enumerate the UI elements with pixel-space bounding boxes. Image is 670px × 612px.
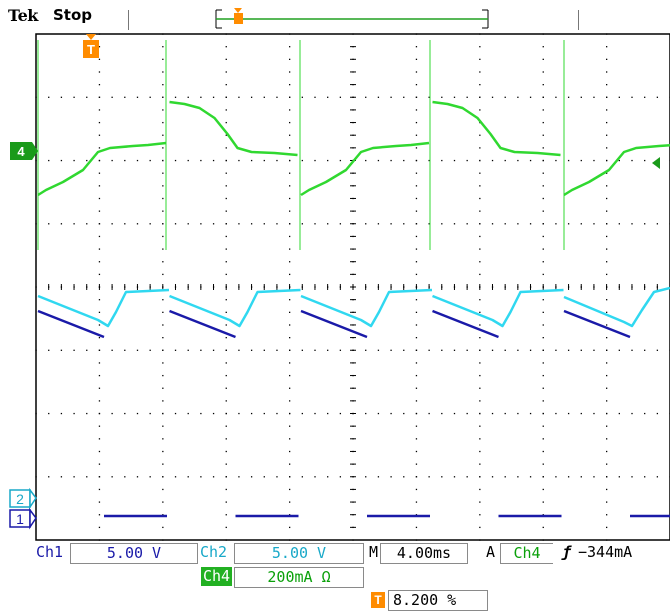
waveform-traces xyxy=(37,40,670,518)
ch1-scale[interactable]: 5.00 V xyxy=(70,543,198,564)
trigger-position-icon: T xyxy=(371,592,385,608)
svg-text:1: 1 xyxy=(16,511,24,527)
divider xyxy=(128,10,129,30)
ch1-trace xyxy=(37,309,670,518)
ch4-label: Ch4 xyxy=(201,567,233,586)
svg-text:4: 4 xyxy=(17,144,25,159)
trigger-position-marker: T xyxy=(83,34,99,58)
trigger-level[interactable]: −344mA xyxy=(578,543,633,561)
ch1-ground-marker: 1 xyxy=(9,507,37,530)
trigger-slope-icon: ƒ xyxy=(562,543,572,561)
svg-text:T: T xyxy=(87,42,95,57)
timebase-label: M xyxy=(369,543,379,561)
ch4-trace xyxy=(37,100,670,197)
trigger-position-value[interactable]: 8.200 % xyxy=(388,590,488,611)
ch2-scale[interactable]: 5.00 V xyxy=(234,543,364,564)
ch4-scale[interactable]: 200mA Ω xyxy=(234,567,364,588)
svg-text:2: 2 xyxy=(16,491,24,507)
ch4-ground-marker: 4 xyxy=(10,142,38,160)
divider xyxy=(578,10,579,30)
ch2-ground-marker: 2 xyxy=(9,487,37,510)
ch2-label: Ch2 xyxy=(200,543,228,561)
top-bar: Tek Stop xyxy=(0,0,670,30)
record-view-bracket xyxy=(215,8,489,29)
graticule xyxy=(35,33,670,541)
trigger-source[interactable]: Ch4 xyxy=(500,543,553,564)
brand-logo: Tek xyxy=(8,6,38,25)
ch2-trace xyxy=(37,286,670,328)
ch1-label: Ch1 xyxy=(36,543,64,561)
trigger-mode: A xyxy=(486,543,496,561)
timebase-value[interactable]: 4.00ms xyxy=(380,543,468,564)
acquisition-state: Stop xyxy=(53,6,93,24)
trigger-level-marker xyxy=(652,157,660,169)
